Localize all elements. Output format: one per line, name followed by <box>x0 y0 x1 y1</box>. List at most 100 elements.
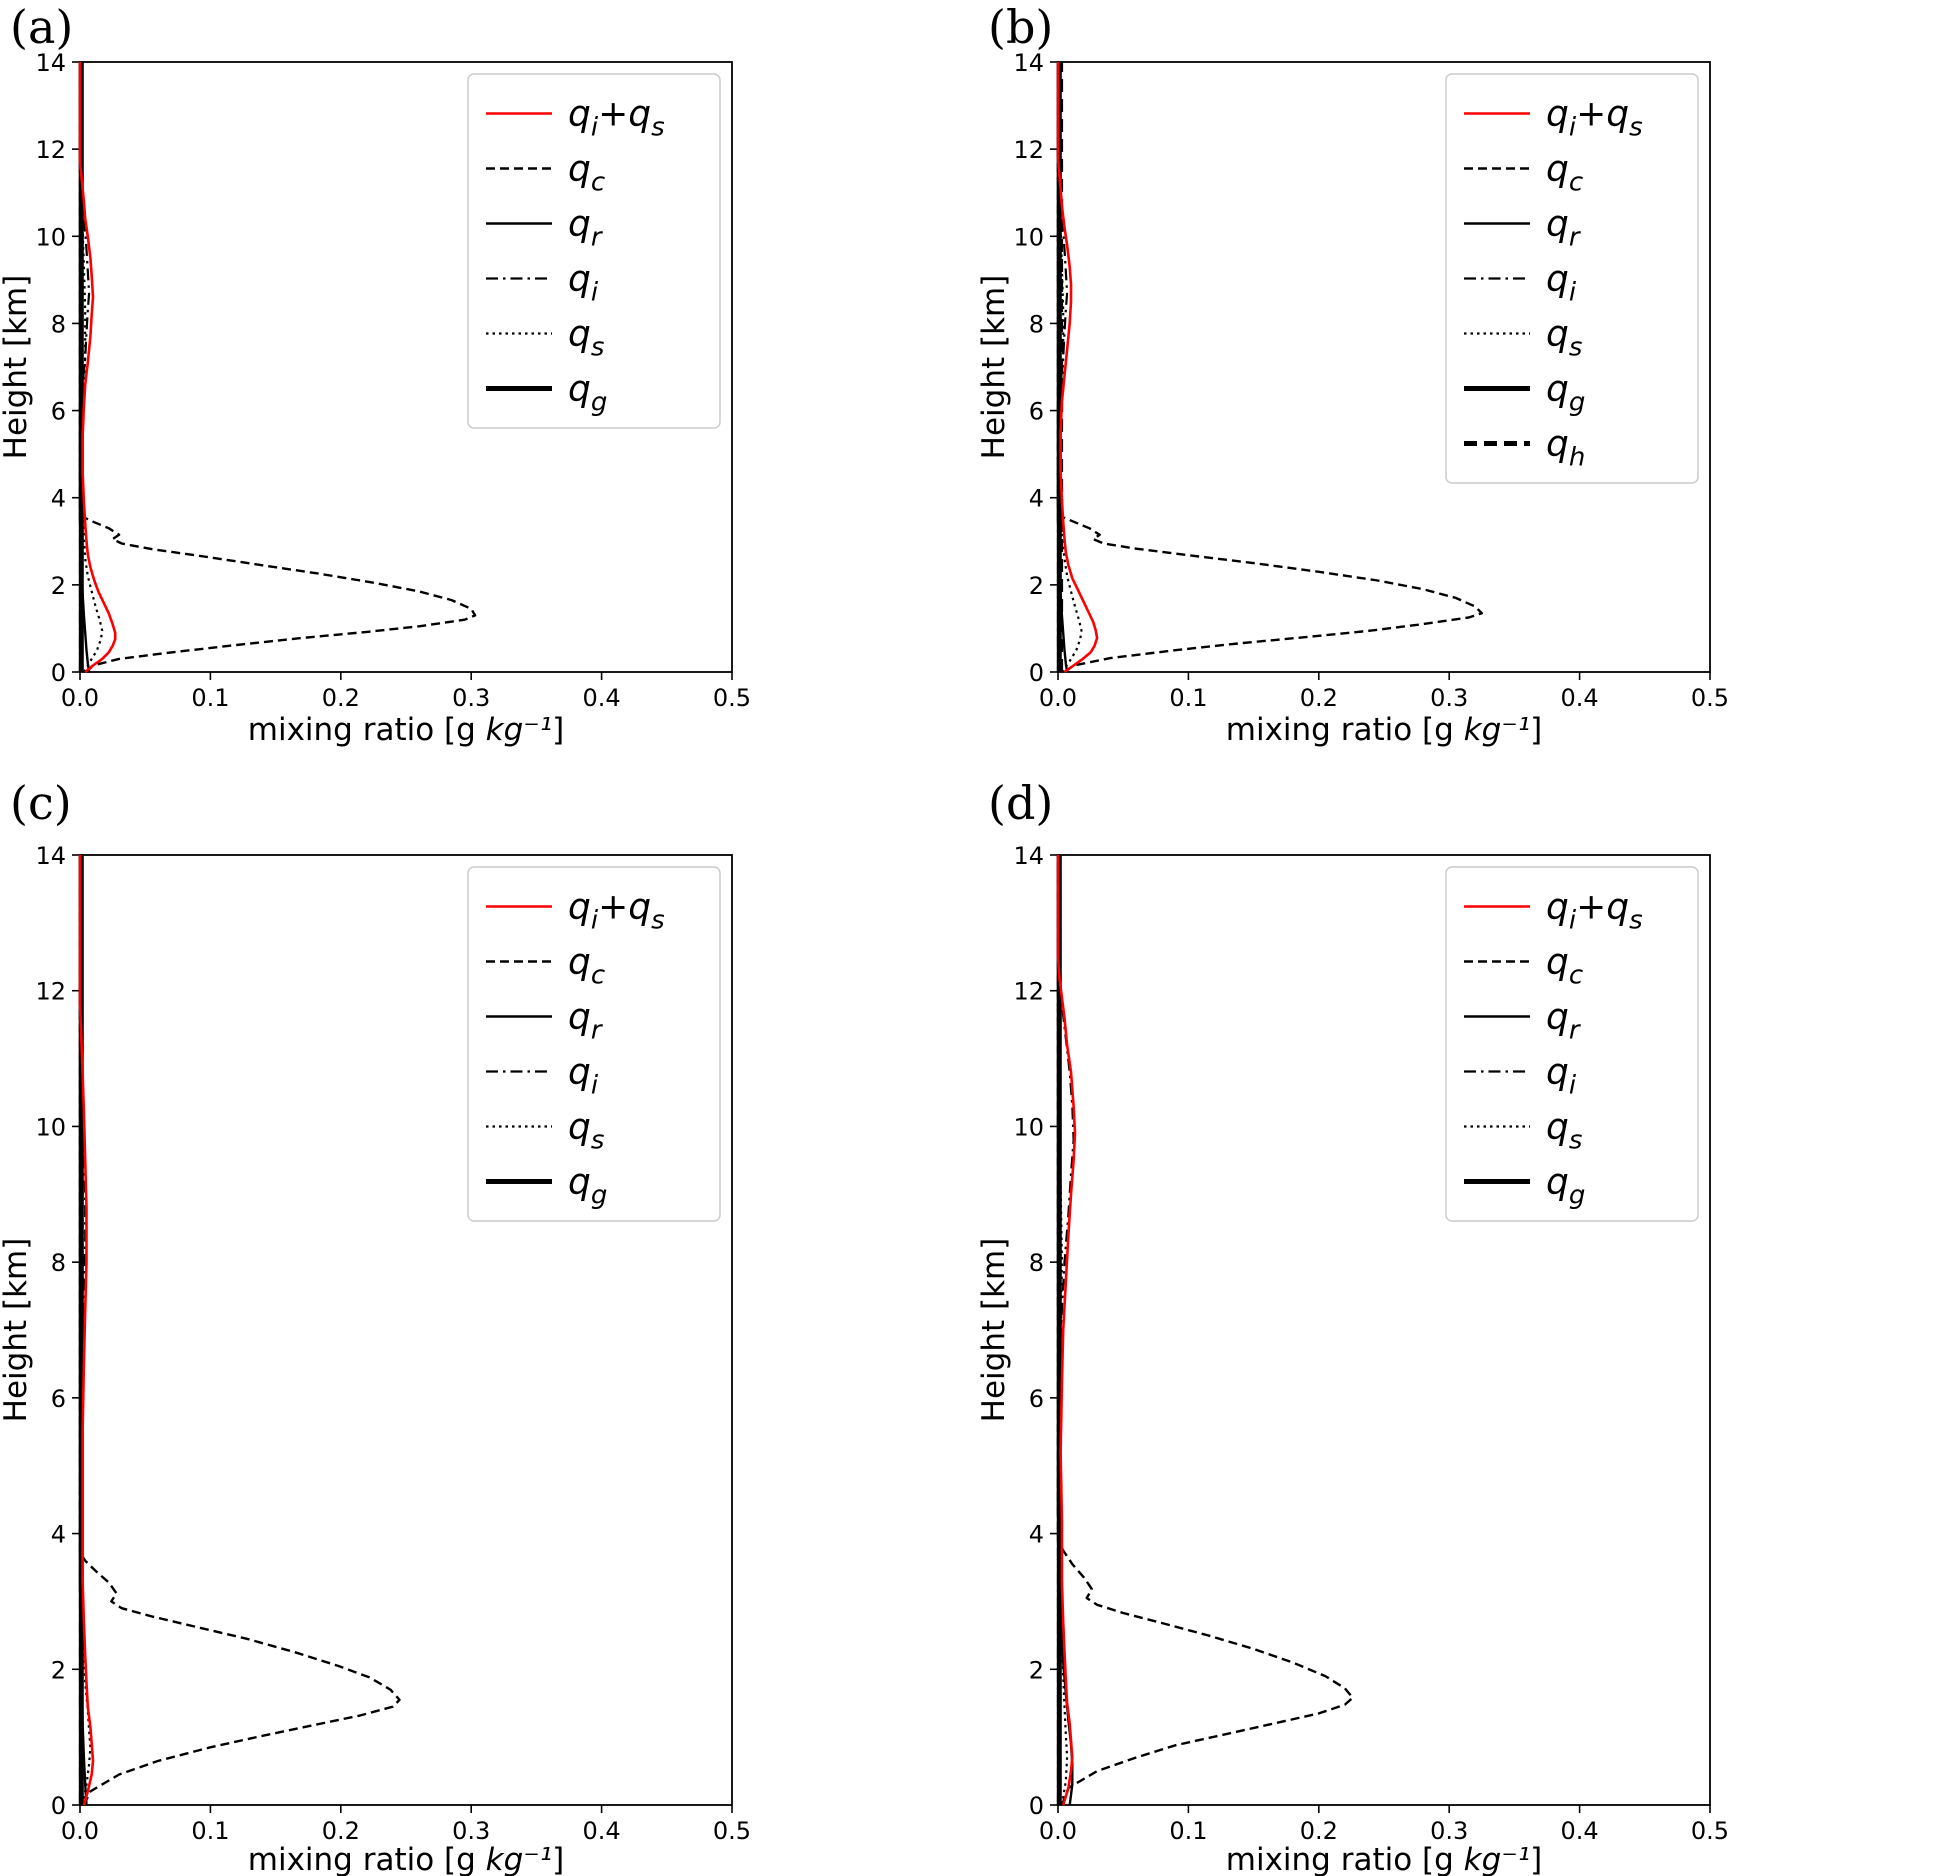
x-axis-label: mixing ratio [g kg⁻¹] <box>1226 1842 1542 1876</box>
x-tick-label: 0.0 <box>1039 684 1077 712</box>
y-tick-label: 10 <box>1013 1113 1044 1141</box>
y-tick-label: 8 <box>51 310 66 338</box>
y-tick-label: 0 <box>51 659 66 687</box>
panel-d-label: (d) <box>988 776 1054 830</box>
y-tick-label: 4 <box>1029 1521 1044 1549</box>
legend-label: qr <box>1546 204 1582 253</box>
x-tick-label: 0.2 <box>322 684 360 712</box>
panel-b-label: (b) <box>988 0 1054 54</box>
series-qc <box>78 62 477 673</box>
y-tick-label: 8 <box>51 1249 66 1277</box>
legend-box <box>467 73 721 429</box>
y-tick-label: 4 <box>1029 485 1044 513</box>
x-axis-label: mixing ratio [g kg⁻¹] <box>248 1842 564 1876</box>
legend-label: qc <box>1546 149 1583 198</box>
x-tick-label: 0.5 <box>713 684 751 712</box>
y-tick-label: 14 <box>1013 842 1044 870</box>
legend-label: qi <box>1546 1052 1577 1101</box>
legend-box <box>1445 73 1699 484</box>
legend-label: qi+qs <box>1546 887 1643 936</box>
y-tick-label: 6 <box>1029 1385 1044 1413</box>
x-axis-label: mixing ratio [g kg⁻¹] <box>1226 712 1542 748</box>
x-tick-label: 0.2 <box>1300 684 1338 712</box>
x-tick-label: 0.0 <box>61 1817 99 1845</box>
x-tick-label: 0.3 <box>1430 1817 1468 1845</box>
y-tick-label: 6 <box>51 1385 66 1413</box>
x-tick-label: 0.0 <box>1039 1817 1077 1845</box>
y-tick-label: 6 <box>51 398 66 426</box>
legend-label: qc <box>1546 942 1583 991</box>
y-tick-label: 12 <box>1013 136 1044 164</box>
panel-c-label: (c) <box>10 776 72 830</box>
y-tick-label: 2 <box>1029 1656 1044 1684</box>
legend-label: qi <box>568 1052 599 1101</box>
x-tick-label: 0.1 <box>191 1817 229 1845</box>
legend-label: qg <box>568 369 607 418</box>
y-axis-label: Height [km] <box>0 1238 34 1423</box>
y-tick-label: 8 <box>1029 1249 1044 1277</box>
y-tick-label: 2 <box>1029 572 1044 600</box>
legend-label: qs <box>1546 314 1582 363</box>
series-qi_plus_qs <box>1056 62 1099 674</box>
x-tick-label: 0.5 <box>713 1817 751 1845</box>
y-tick-label: 12 <box>35 136 66 164</box>
legend-label: qg <box>1546 1162 1585 1211</box>
y-tick-label: 12 <box>35 978 66 1006</box>
x-tick-label: 0.1 <box>1169 684 1207 712</box>
panel-d: (d) 0.0 0.1 0.2 0.3 0.4 0.5 0 2 4 6 8 10 12 14 mixing … <box>978 760 1956 1876</box>
legend-label: qg <box>568 1162 607 1211</box>
series-qi_plus_qs <box>1056 855 1077 1806</box>
legend-label: qi+qs <box>568 887 665 936</box>
x-tick-label: 0.5 <box>1691 684 1729 712</box>
panel-a: (a) 0.0 0.1 0.2 0.3 0.4 0.5 0 2 4 6 8 10 12 14 mixing … <box>0 0 978 760</box>
panel-c: (c) 0.0 0.1 0.2 0.3 0.4 0.5 0 2 4 6 8 10 12 14 mixing … <box>0 760 978 1876</box>
x-tick-label: 0.1 <box>191 684 229 712</box>
series-qi <box>78 62 91 672</box>
y-axis-label: Height [km] <box>978 1238 1012 1423</box>
x-tick-label: 0.4 <box>583 684 621 712</box>
legend-box <box>1445 866 1699 1222</box>
x-tick-label: 0.4 <box>583 1817 621 1845</box>
legend-label: qg <box>1546 369 1585 418</box>
y-tick-label: 14 <box>1013 49 1044 77</box>
panel-a-label: (a) <box>10 0 74 54</box>
y-tick-label: 4 <box>51 1521 66 1549</box>
x-tick-label: 0.3 <box>452 684 490 712</box>
series-qr <box>78 62 91 673</box>
legend-label: qi <box>568 259 599 308</box>
y-tick-label: 0 <box>51 1792 66 1820</box>
legend-label: qs <box>1546 1107 1582 1156</box>
series-qi_plus_qs <box>78 855 95 1806</box>
y-tick-label: 10 <box>35 223 66 251</box>
legend-box <box>467 866 721 1222</box>
legend-label: qi <box>1546 259 1577 308</box>
y-tick-label: 12 <box>1013 978 1044 1006</box>
legend-label: qs <box>568 1107 604 1156</box>
panel-d-chart: 0.0 0.1 0.2 0.3 0.4 0.5 0 2 4 6 8 10 12 14 mixing rati… <box>978 842 1729 1876</box>
x-tick-label: 0.3 <box>1430 684 1468 712</box>
x-tick-label: 0.3 <box>452 1817 490 1845</box>
legend-label: qh <box>1546 424 1585 473</box>
panel-c-chart: 0.0 0.1 0.2 0.3 0.4 0.5 0 2 4 6 8 10 12 14 mixing rati… <box>0 842 751 1876</box>
x-tick-label: 0.5 <box>1691 1817 1729 1845</box>
legend-label: qr <box>1546 997 1582 1046</box>
x-tick-label: 0.1 <box>1169 1817 1207 1845</box>
series-qi <box>1056 62 1069 672</box>
y-tick-label: 2 <box>51 572 66 600</box>
series-qs <box>78 62 104 673</box>
y-tick-label: 2 <box>51 1656 66 1684</box>
series-qi_plus_qs <box>78 62 117 673</box>
series-qc <box>78 855 401 1806</box>
x-tick-label: 0.4 <box>1561 1817 1599 1845</box>
legend-label: qr <box>568 204 604 253</box>
series-qr <box>1056 62 1069 673</box>
y-tick-label: 4 <box>51 485 66 513</box>
series-qs <box>1056 62 1083 673</box>
x-tick-label: 0.4 <box>1561 684 1599 712</box>
legend-label: qc <box>568 942 605 991</box>
legend-label: qi+qs <box>1546 94 1643 143</box>
x-tick-label: 0.0 <box>61 684 99 712</box>
panel-a-chart: 0.0 0.1 0.2 0.3 0.4 0.5 0 2 4 6 8 10 12 14 mixing rati… <box>0 49 751 748</box>
legend-label: qr <box>568 997 604 1046</box>
